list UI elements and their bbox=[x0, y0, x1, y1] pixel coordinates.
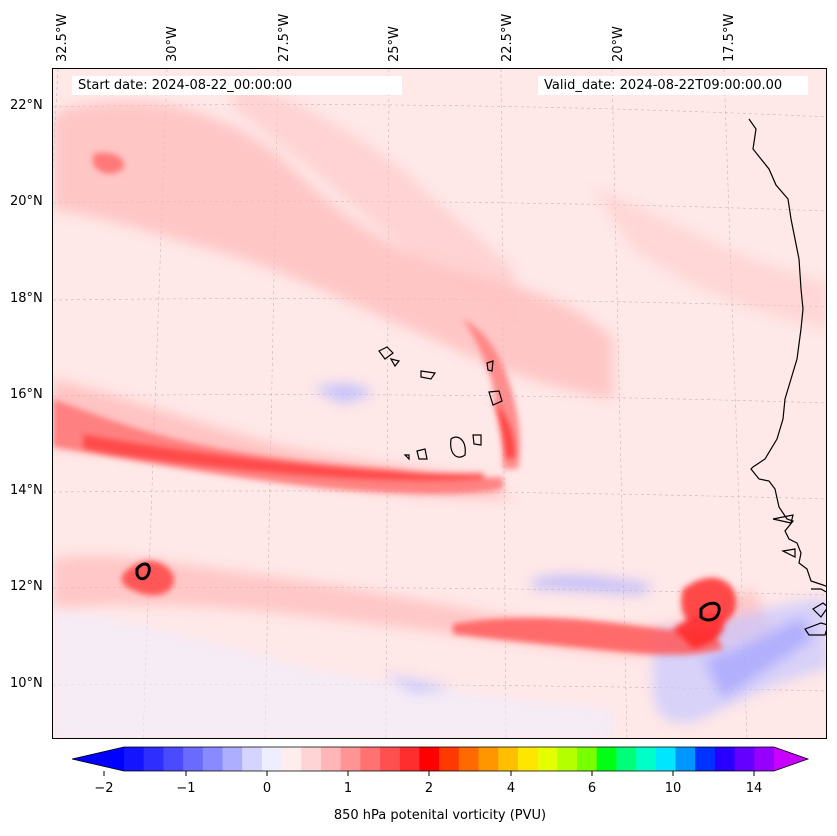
colorbar-swatch bbox=[596, 747, 617, 771]
lon-tick-label: 25°W bbox=[387, 26, 402, 62]
colorbar-tick-label: 14 bbox=[745, 781, 763, 796]
pv-maxima bbox=[53, 152, 737, 655]
colorbar-swatch bbox=[754, 747, 775, 771]
colorbar-tick-label: 6 bbox=[587, 781, 597, 796]
pv-map bbox=[52, 68, 827, 739]
colorbar-outline bbox=[71, 746, 810, 772]
lon-tick-label: 20°W bbox=[611, 26, 626, 62]
colorbar-swatch bbox=[616, 747, 637, 771]
lon-tick-label: 27.5°W bbox=[277, 13, 292, 62]
lat-tick-label: 12°N bbox=[10, 579, 43, 594]
colorbar-swatch bbox=[478, 747, 499, 771]
colorbar bbox=[71, 746, 810, 776]
colorbar-swatch bbox=[498, 747, 519, 771]
lat-tick-label: 16°N bbox=[10, 387, 43, 402]
colorbar-swatch bbox=[380, 747, 401, 771]
colorbar-tick-label: 10 bbox=[664, 781, 682, 796]
colorbar-tick-label: −1 bbox=[176, 781, 196, 796]
lat-tick-label: 18°N bbox=[10, 291, 43, 306]
colorbar-swatch bbox=[261, 747, 283, 771]
colorbar-swatch bbox=[577, 747, 598, 771]
colorbar-swatch bbox=[360, 747, 381, 771]
colorbar-swatch bbox=[183, 747, 204, 771]
colorbar-swatch bbox=[163, 747, 184, 771]
lon-tick-label: 17.5°W bbox=[722, 13, 737, 62]
colorbar-swatch bbox=[675, 747, 696, 771]
pv-field bbox=[53, 69, 826, 738]
colorbar-swatch bbox=[242, 747, 263, 771]
colorbar-title: 850 hPa potenital vorticity (PVU) bbox=[333, 808, 547, 823]
lat-tick-label: 10°N bbox=[10, 676, 43, 691]
lon-tick-label: 30°W bbox=[165, 26, 180, 62]
colorbar-swatch bbox=[636, 747, 657, 771]
lat-tick-label: 20°N bbox=[10, 194, 43, 209]
colorbar-swatch bbox=[458, 747, 480, 771]
lat-tick-label: 14°N bbox=[10, 483, 43, 498]
valid-date-label: Valid_date: 2024-08-22T09:00:00.00 bbox=[538, 76, 808, 95]
colorbar-swatch bbox=[143, 747, 164, 771]
start-date-label: Start date: 2024-08-22_00:00:00 bbox=[72, 76, 402, 95]
colorbar-tick-label: 2 bbox=[424, 781, 434, 796]
colorbar-swatch bbox=[734, 747, 755, 771]
colorbar-tick-label: 0 bbox=[262, 781, 272, 796]
colorbar-swatch bbox=[124, 747, 145, 771]
colorbar-swatch bbox=[419, 747, 440, 771]
colorbar-swatch bbox=[655, 747, 677, 771]
lon-tick-label: 22.5°W bbox=[500, 13, 515, 62]
colorbar-swatch bbox=[301, 747, 322, 771]
colorbar-tick-label: 4 bbox=[506, 781, 516, 796]
colorbar-arrow-high bbox=[774, 747, 808, 771]
pv-contours bbox=[135, 562, 721, 622]
colorbar-swatch bbox=[439, 747, 460, 771]
colorbar-swatch bbox=[320, 747, 342, 771]
lon-tick-label: 32.5°W bbox=[55, 13, 70, 62]
colorbar-tick-label: 1 bbox=[343, 781, 353, 796]
colorbar-swatch bbox=[557, 747, 578, 771]
colorbar-swatch bbox=[695, 747, 716, 771]
coastlines bbox=[378, 118, 826, 636]
colorbar-swatch bbox=[202, 747, 223, 771]
lat-tick-label: 22°N bbox=[10, 98, 43, 113]
colorbar-swatch bbox=[517, 747, 539, 771]
colorbar-swatch bbox=[281, 747, 302, 771]
colorbar-swatch bbox=[340, 747, 361, 771]
colorbar-swatch bbox=[222, 747, 243, 771]
colorbar-swatch bbox=[399, 747, 420, 771]
colorbar-swatch bbox=[714, 747, 736, 771]
colorbar-swatch bbox=[537, 747, 558, 771]
colorbar-tick-label: −2 bbox=[94, 781, 114, 796]
colorbar-arrow-low bbox=[72, 747, 124, 771]
